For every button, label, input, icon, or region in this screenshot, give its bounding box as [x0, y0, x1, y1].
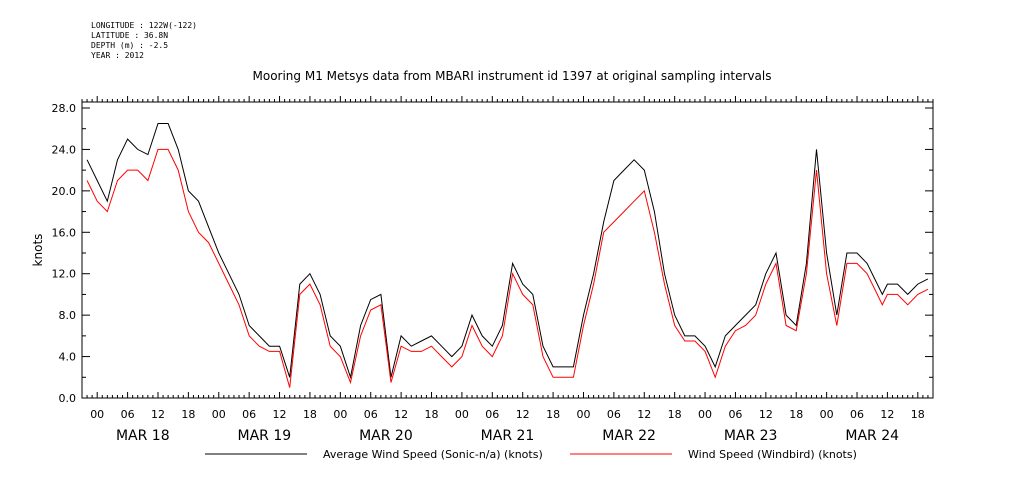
y-tick-label: 8.0 [59, 309, 77, 322]
x-tick-label: 00 [333, 408, 347, 421]
metadata-block: LONGITUDE : 122W(-122) LATITUDE : 36.8N … [91, 21, 197, 61]
x-tick-label: 18 [668, 408, 682, 421]
day-label: MAR 18 [116, 428, 170, 444]
x-tick-label: 12 [273, 408, 287, 421]
series-line-windbird [86, 148, 929, 388]
day-label: MAR 23 [724, 428, 778, 444]
y-tick-label: 16.0 [52, 226, 77, 239]
day-label: MAR 22 [602, 428, 656, 444]
x-tick-labels: 00 06 12 18 00 06 12 18 00 06 12 18 00 06 12 18 00 06 12 18… [90, 408, 925, 421]
x-tick-label: 06 [607, 408, 621, 421]
day-label: MAR 20 [359, 428, 413, 444]
legend-label-average: Average Wind Speed (Sonic-n/a) (knots) [323, 448, 543, 461]
day-label: MAR 21 [481, 428, 535, 444]
x-tick-label: 18 [181, 408, 195, 421]
x-tick-label: 00 [90, 408, 104, 421]
x-tick-label: 06 [121, 408, 135, 421]
x-tick-label: 00 [212, 408, 226, 421]
longitude-label: LONGITUDE : 122W(-122) [91, 21, 197, 30]
x-tick-label: 12 [516, 408, 530, 421]
series-line-average-wind-speed [86, 123, 929, 380]
x-tick-label: 12 [759, 408, 773, 421]
depth-label: DEPTH (m) : -2.5 [91, 41, 169, 50]
x-tick-label: 18 [303, 408, 317, 421]
x-tick-label: 00 [455, 408, 469, 421]
x-tick-label: 18 [425, 408, 439, 421]
x-tick-label: 00 [698, 408, 712, 421]
day-label: MAR 24 [845, 428, 899, 444]
x-tick-label: 06 [850, 408, 864, 421]
y-tick-label: 28.0 [52, 102, 77, 115]
y-tick-label: 12.0 [52, 268, 77, 281]
latitude-label: LATITUDE : 36.8N [91, 31, 169, 40]
chart-title: Mooring M1 Metsys data from MBARI instru… [253, 69, 772, 83]
axis-ticks [81, 96, 934, 399]
x-tick-label: 18 [911, 408, 925, 421]
x-tick-label: 12 [637, 408, 651, 421]
x-tick-label: 00 [820, 408, 834, 421]
x-tick-label: 12 [394, 408, 408, 421]
y-tick-label: 20.0 [52, 185, 77, 198]
x-tick-label: 06 [728, 408, 742, 421]
y-tick-label: 24.0 [52, 143, 77, 156]
x-tick-label: 06 [485, 408, 499, 421]
x-tick-label: 18 [789, 408, 803, 421]
x-tick-label: 12 [151, 408, 165, 421]
x-tick-label: 06 [242, 408, 256, 421]
plot-frame [81, 101, 934, 399]
y-axis-label: knots [31, 234, 45, 267]
x-tick-label: 18 [546, 408, 560, 421]
y-tick-label: 4.0 [59, 351, 77, 364]
day-label: MAR 19 [238, 428, 292, 444]
y-tick-label: 0.0 [59, 392, 77, 405]
legend: Average Wind Speed (Sonic-n/a) (knots) W… [205, 448, 857, 461]
y-tick-labels: 0.0 4.0 8.0 12.0 16.0 20.0 24.0 28.0 [52, 102, 77, 405]
day-labels: MAR 18 MAR 19 MAR 20 MAR 21 MAR 22 MAR 23 MAR … [116, 428, 899, 444]
x-tick-label: 12 [880, 408, 894, 421]
x-tick-label: 00 [576, 408, 590, 421]
year-label: YEAR : 2012 [91, 51, 144, 60]
series-lines [86, 123, 929, 388]
legend-label-windbird: Wind Speed (Windbird) (knots) [688, 448, 857, 461]
x-tick-label: 06 [364, 408, 378, 421]
